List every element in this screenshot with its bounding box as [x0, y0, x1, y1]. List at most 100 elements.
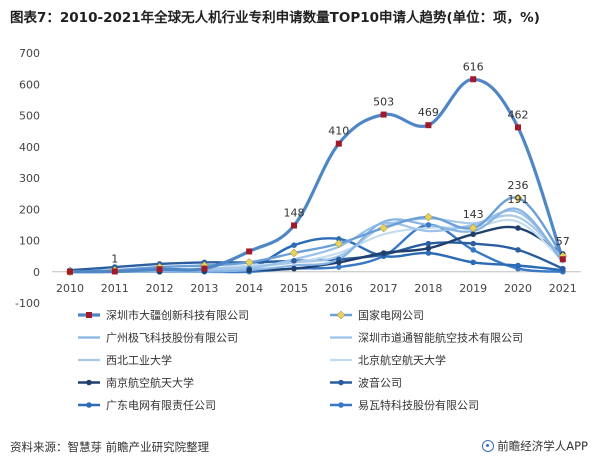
data-point-1 [379, 223, 388, 233]
y-tick-label: 400 [19, 141, 40, 154]
data-label: 143 [463, 208, 484, 221]
data-point-6 [515, 225, 521, 231]
data-point-0 [67, 268, 73, 275]
legend-swatch-marker [338, 379, 344, 386]
data-point-0 [425, 122, 432, 129]
data-point-0 [335, 140, 342, 147]
data-point-8 [425, 250, 432, 256]
data-point-0 [111, 268, 118, 275]
brand-text: 前瞻经济学人APP [497, 439, 588, 453]
data-point-0 [201, 265, 208, 272]
source-note: 资料来源：智慧芽 前瞻产业研究院整理 [10, 440, 210, 454]
data-label: 462 [508, 108, 529, 121]
data-point-6 [425, 245, 432, 252]
data-label: 616 [463, 60, 484, 73]
data-point-0 [380, 111, 387, 118]
y-tick-label: 600 [19, 78, 40, 91]
x-tick-label: 2011 [101, 282, 129, 295]
data-point-6 [380, 250, 387, 256]
y-axis: -100 0 100 200 300 400 500 600 700 [15, 47, 40, 310]
x-tick-label: 2010 [56, 282, 84, 295]
legend-swatch-marker [86, 379, 92, 386]
y-tick-label: 500 [19, 110, 40, 123]
legend-entry: 深圳市道通智能航空技术有限公司 [358, 331, 523, 345]
data-point-0 [470, 76, 477, 83]
data-point-7 [291, 258, 297, 264]
y-tick-label: 0 [33, 266, 40, 279]
data-point-0 [559, 256, 566, 263]
data-point-6 [336, 259, 342, 266]
data-point-8 [515, 262, 521, 269]
data-point-6 [291, 265, 297, 272]
data-point-1 [468, 223, 478, 233]
data-label: 503 [373, 96, 394, 109]
legend-swatch-marker [86, 312, 92, 318]
y-tick-label: 100 [19, 235, 40, 248]
y-tick-label: 300 [19, 172, 40, 185]
x-tick-label: 2017 [370, 282, 398, 295]
data-point-8 [336, 236, 342, 242]
data-point-9 [336, 264, 342, 270]
brand-logo-icon [482, 440, 495, 452]
x-axis: 2010 2011 2012 2013 2014 2015 2016 2017 2018 2019… [52, 271, 581, 295]
data-point-0 [515, 124, 521, 131]
data-point-7 [470, 240, 477, 247]
chart-title: 图表7：2010-2021年全球无人机行业专利申请数量TOP10申请人趋势(单位… [10, 10, 540, 26]
data-point-7 [560, 265, 566, 272]
legend-entry: 北京航空航天大学 [358, 353, 446, 367]
legend-entry: 南京航空航天大学 [106, 376, 194, 390]
x-tick-label: 2018 [414, 282, 442, 295]
legend-swatch-marker [338, 402, 344, 408]
x-tick-label: 2012 [146, 282, 174, 295]
legend-entry: 广东电网有限责任公司 [106, 398, 216, 412]
data-point-8 [470, 259, 477, 266]
legend-entry: 波音公司 [358, 376, 402, 390]
legend-entry: 深圳市大疆创新科技有限公司 [106, 308, 249, 322]
legend-swatch-marker [336, 310, 346, 320]
data-point-1 [513, 193, 523, 203]
data-point-1 [289, 248, 299, 258]
data-point-0 [291, 222, 297, 229]
x-tick-label: 2020 [504, 282, 532, 295]
data-point-8 [291, 242, 297, 248]
data-point-0 [246, 248, 253, 255]
legend-entry: 广州极飞科技股份有限公司 [106, 331, 238, 345]
data-point-0 [156, 266, 163, 273]
data-label: 236 [508, 179, 529, 192]
x-tick-label: 2015 [280, 282, 308, 295]
data-point-6 [246, 267, 252, 273]
data-point-9 [425, 222, 432, 228]
data-label: 57 [556, 235, 570, 248]
legend-entry: 国家电网公司 [358, 308, 424, 322]
data-point-7 [515, 247, 521, 253]
data-label: 469 [418, 106, 439, 119]
data-label: 148 [284, 207, 305, 220]
x-tick-label: 2019 [459, 282, 487, 295]
y-tick-label: -100 [15, 297, 40, 310]
y-tick-label: 700 [19, 47, 40, 60]
legend-entry: 易瓦特科技股份有限公司 [358, 398, 479, 412]
data-label: 410 [328, 125, 349, 138]
data-point-1 [424, 212, 433, 222]
y-tick-label: 200 [19, 203, 40, 216]
data-point-6 [470, 231, 477, 238]
data-point-7 [425, 240, 432, 247]
data-point-9 [470, 247, 477, 253]
data-label: 191 [508, 193, 529, 206]
series-line-0 [68, 77, 565, 274]
data-point-1 [244, 258, 254, 267]
brand-credit: 前瞻经济学人APP [482, 438, 588, 454]
data-label: 1 [111, 252, 118, 265]
legend-entry: 西北工业大学 [106, 353, 172, 367]
legend-swatch-marker [86, 402, 92, 408]
x-tick-label: 2016 [325, 282, 353, 295]
x-tick-label: 2014 [235, 282, 263, 295]
data-point-1 [334, 239, 344, 248]
x-tick-label: 2013 [190, 282, 218, 295]
x-tick-label: 2021 [549, 282, 577, 295]
series-markers [65, 76, 568, 277]
series-lines [68, 77, 565, 274]
